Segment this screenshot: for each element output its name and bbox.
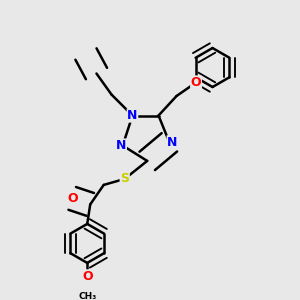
Text: CH₃: CH₃ — [78, 292, 96, 300]
Text: N: N — [167, 136, 178, 149]
Text: S: S — [120, 172, 129, 185]
Text: N: N — [127, 109, 138, 122]
Text: O: O — [191, 76, 201, 89]
Text: O: O — [82, 270, 92, 283]
Text: O: O — [67, 192, 77, 205]
Text: N: N — [116, 139, 126, 152]
